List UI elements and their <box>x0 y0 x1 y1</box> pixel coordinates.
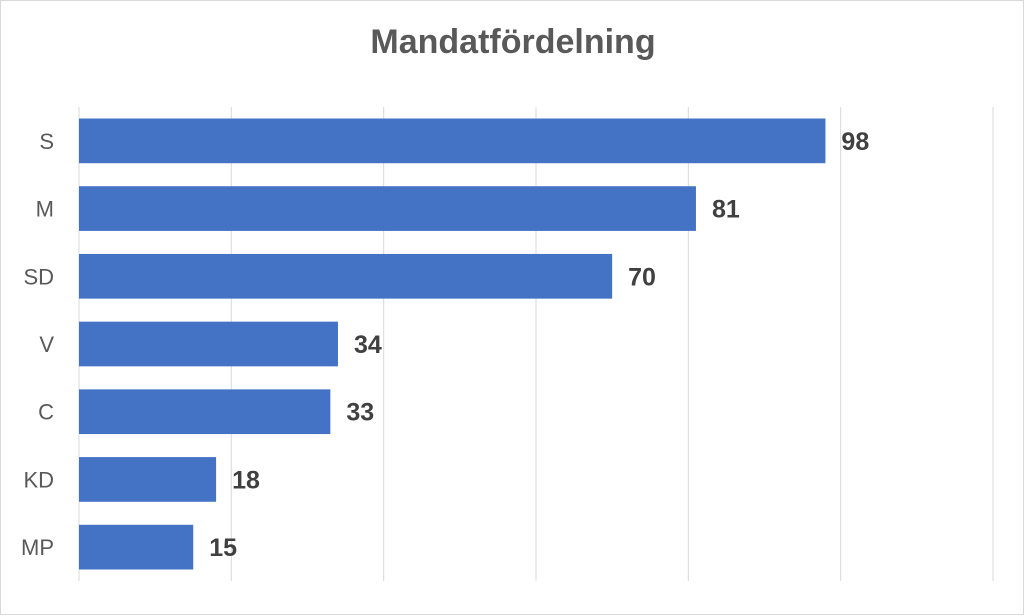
bar <box>79 186 696 231</box>
category-label: V <box>39 332 54 357</box>
data-label: 33 <box>346 399 374 427</box>
category-label: S <box>39 129 54 154</box>
category-label: SD <box>23 264 54 289</box>
data-label: 70 <box>628 263 656 291</box>
bar <box>79 321 338 367</box>
data-label: 81 <box>712 196 740 224</box>
data-label: 15 <box>209 534 237 562</box>
bar <box>79 389 331 435</box>
data-label: 34 <box>354 331 382 359</box>
chart-title: Mandatfördelning <box>370 23 656 61</box>
bar <box>79 253 613 299</box>
data-label: 98 <box>841 128 869 156</box>
category-label: KD <box>23 467 54 492</box>
bar <box>79 457 217 502</box>
category-label: MP <box>21 535 54 560</box>
category-label: M <box>36 197 54 222</box>
bar <box>79 524 194 570</box>
data-label: 18 <box>232 466 260 494</box>
category-label: C <box>38 400 54 425</box>
bar <box>79 118 826 164</box>
